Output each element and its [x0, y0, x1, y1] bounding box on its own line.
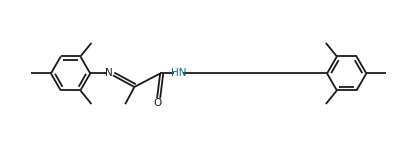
Text: HN: HN [171, 68, 186, 78]
Text: O: O [153, 98, 161, 108]
Text: N: N [105, 68, 113, 78]
